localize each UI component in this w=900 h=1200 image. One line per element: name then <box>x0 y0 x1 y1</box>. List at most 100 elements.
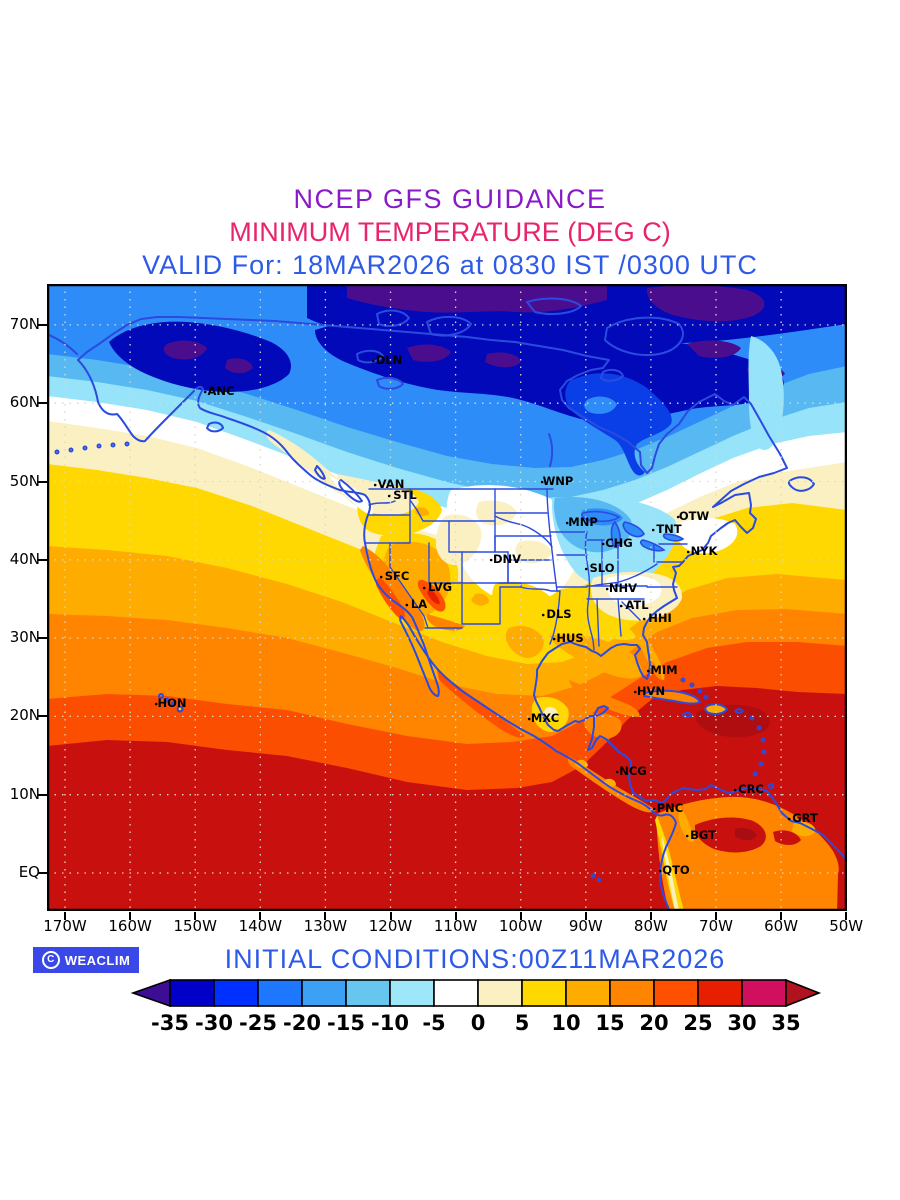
colorbar-tick-20: 20 <box>639 1011 668 1035</box>
lon-tick-90W <box>584 912 587 920</box>
colorbar-tick--25: -25 <box>239 1011 277 1035</box>
colorbar-segment-0 <box>169 979 215 1007</box>
station-label-BGT: BGT <box>690 828 716 842</box>
colorbar-tick--15: -15 <box>327 1011 365 1035</box>
lat-tick-30N <box>38 637 47 640</box>
lon-label-110W: 110W <box>433 917 478 935</box>
station-label-MIM: MIM <box>650 663 677 677</box>
station-label-STL: STL <box>393 488 417 502</box>
station-label-DNV: DNV <box>493 552 521 566</box>
station-dot-QTO <box>658 869 662 873</box>
station-dot-NCG <box>615 770 619 774</box>
colorbar-segment-7 <box>477 979 523 1007</box>
valid-time-line: VALID For: 18MAR2026 at 0830 IST /0300 U… <box>142 250 758 280</box>
station-dot-PNC <box>652 807 656 811</box>
station-dot-CRC <box>733 788 737 792</box>
lon-tick-130W <box>324 912 327 920</box>
coastlines <box>47 297 847 911</box>
lon-tick-140W <box>259 912 262 920</box>
station-label-TNT: TNT <box>656 522 681 536</box>
colorbar-tick--30: -30 <box>195 1011 233 1035</box>
colorbar-segment-4 <box>345 979 391 1007</box>
lat-tick-50N <box>38 480 47 483</box>
colorbar-segment-9 <box>565 979 611 1007</box>
station-dot-ANC <box>203 390 207 394</box>
station-label-CHG: CHG <box>605 536 633 550</box>
station-label-LA: LA <box>411 597 427 611</box>
lon-tick-100W <box>519 912 522 920</box>
station-dot-BGT <box>685 834 689 838</box>
station-dot-MIM <box>646 669 650 673</box>
station-dot-TNT <box>651 528 655 532</box>
station-dot-WNP <box>540 480 544 484</box>
station-label-HUS: HUS <box>556 631 583 645</box>
lon-label-120W: 120W <box>368 917 413 935</box>
lon-label-160W: 160W <box>108 917 152 935</box>
station-label-HVN: HVN <box>637 684 665 698</box>
lat-label-EQ: EQ <box>18 863 40 881</box>
colorbar-segment-11 <box>653 979 699 1007</box>
colorbar-segment-2 <box>257 979 303 1007</box>
station-label-NYK: NYK <box>691 544 719 558</box>
page-title: NCEP GFS GUIDANCE <box>293 184 607 214</box>
lon-label-150W: 150W <box>173 917 217 935</box>
lat-label-50N: 50N <box>9 471 40 490</box>
lon-tick-110W <box>454 912 457 920</box>
station-dot-OTW <box>676 515 680 519</box>
station-label-QTO: QTO <box>662 863 690 877</box>
lon-label-60W: 60W <box>764 917 799 935</box>
station-label-DLS: DLS <box>546 607 571 621</box>
station-dot-STL <box>387 494 391 498</box>
lon-tick-170W <box>64 912 66 920</box>
colorbar-left-arrow <box>130 978 171 1008</box>
page-subtitle: MINIMUM TEMPERATURE (DEG C) <box>229 217 671 247</box>
station-label-NHV: NHV <box>609 581 637 595</box>
lon-tick-50W <box>845 912 848 920</box>
colorbar-tick--35: -35 <box>151 1011 189 1035</box>
station-label-DLN: DLN <box>376 353 403 367</box>
lon-label-170W: 170W <box>43 917 87 935</box>
station-dot-DLN <box>371 359 375 363</box>
station-label-VAN: VAN <box>378 477 405 491</box>
station-dot-HUS <box>552 637 556 641</box>
lat-tick-60N <box>38 402 47 405</box>
colorbar-segment-13 <box>741 979 787 1007</box>
colorbar-tick-0: 0 <box>471 1011 486 1035</box>
lon-label-140W: 140W <box>238 917 283 935</box>
colorbar-segment-5 <box>389 979 435 1007</box>
colorbar-right-arrow <box>785 978 822 1008</box>
station-label-WNP: WNP <box>543 474 574 488</box>
lat-tick-20N <box>38 715 47 718</box>
colorbar-segment-1 <box>213 979 259 1007</box>
station-dot-NYK <box>686 550 690 554</box>
station-label-MNP: MNP <box>568 515 598 529</box>
station-label-HHI: HHI <box>648 611 672 625</box>
weaclim-logo: C WEACLIM <box>33 947 139 973</box>
colorbar-segment-6 <box>433 979 479 1007</box>
map-frame <box>47 284 847 911</box>
station-label-PNC: PNC <box>657 801 684 815</box>
station-dot-SLO <box>584 567 588 571</box>
station-label-NCG: NCG <box>619 764 647 778</box>
colorbar-tick-35: 35 <box>771 1011 800 1035</box>
station-dot-GRT <box>787 817 791 821</box>
colorbar-tick-10: 10 <box>551 1011 580 1035</box>
lon-tick-60W <box>780 912 783 920</box>
temperature-colorbar: -35 -30 -25 -20 -15 -10 -5 0 5 10 15 20 25 30 35 <box>130 978 822 1035</box>
station-dot-CHG <box>601 542 605 546</box>
lat-tick-EQ <box>38 872 47 874</box>
lon-label-70W: 70W <box>699 917 733 935</box>
station-dot-HVN <box>633 690 637 694</box>
lat-label-40N: 40N <box>9 549 40 568</box>
station-label-LVG: LVG <box>428 580 452 594</box>
lon-tick-160W <box>129 912 132 920</box>
lat-label-30N: 30N <box>9 628 40 647</box>
lon-label-100W: 100W <box>498 917 543 935</box>
station-label-HON: HON <box>157 696 186 710</box>
colorbar-segment-12 <box>697 979 743 1007</box>
colorbar-segment-10 <box>609 979 655 1007</box>
lon-tick-80W <box>649 912 652 920</box>
